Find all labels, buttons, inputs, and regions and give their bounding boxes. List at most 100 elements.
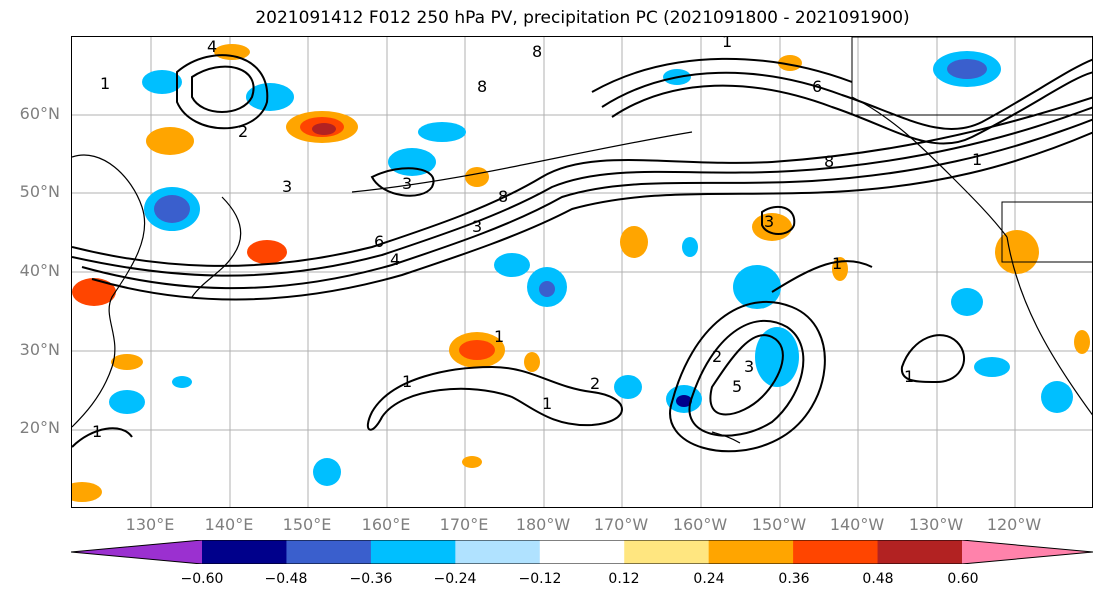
precip-blob (1041, 381, 1073, 413)
colorbar-segment (624, 540, 710, 564)
aleutian-chain (351, 131, 693, 193)
lon-label-160e: 160°E (361, 515, 411, 534)
lon-label-150e: 150°E (282, 515, 332, 534)
pv-contour (601, 58, 1092, 131)
colorbar-segment (539, 540, 625, 564)
colorbar-segment (708, 540, 794, 564)
lat-label-50n: 50°N (19, 182, 60, 201)
pv-contour-label: 1 (402, 372, 412, 391)
precip-blob (676, 395, 692, 407)
precip-blob (524, 352, 540, 372)
pv-contour-label: 4 (207, 37, 217, 56)
pv-contour (709, 334, 784, 416)
pv-contour-label: 8 (824, 152, 834, 171)
coastlines (72, 37, 1092, 444)
precip-blob (312, 123, 336, 135)
colorbar-tick: 0.12 (608, 571, 640, 587)
colorbar-segment (793, 540, 879, 564)
colorbar-tick: −0.12 (518, 571, 562, 587)
pv-contour (72, 96, 1092, 267)
lon-label-140e: 140°E (204, 515, 254, 534)
pv-contour (669, 301, 826, 453)
colorbar-extend-max (962, 540, 1093, 564)
japan-coast (191, 196, 242, 298)
lon-label-150w: 150°W (751, 515, 807, 534)
graticule (72, 37, 1092, 507)
canada-border-box (851, 37, 1092, 116)
pv-contour (176, 54, 269, 130)
pv-contour-label: 4 (390, 250, 400, 269)
asia-coast (72, 154, 146, 428)
map-canvas: 1 2 3 3 6 4 3 8 8 8 1 6 8 1 3 1 1 2 1 2 … (72, 37, 1092, 507)
pv-contour-label: 2 (238, 122, 248, 141)
colorbar-tick: −0.24 (433, 571, 477, 587)
precip-blob (154, 195, 190, 223)
lat-label-30n: 30°N (19, 340, 60, 359)
pv-contour (688, 319, 805, 437)
colorbar-tick: 0.48 (862, 571, 894, 587)
precip-blob (146, 127, 194, 155)
colorbar-segments (71, 540, 1093, 564)
precip-blob (951, 288, 983, 316)
pv-contour (72, 106, 1092, 277)
colorbar-tick: 0.60 (947, 571, 979, 587)
colorbar-segment (455, 540, 541, 564)
pv-contour-label: 6 (812, 77, 822, 96)
pv-contour-label: 5 (732, 377, 742, 396)
alaska-coast (851, 96, 1008, 238)
precip-blob (778, 55, 802, 71)
pv-contour-label: 1 (494, 327, 504, 346)
lon-label-130e: 130°E (125, 515, 175, 534)
colorbar-tick: 0.36 (778, 571, 810, 587)
precip-blob (755, 327, 799, 387)
pv-contour-label: 2 (712, 347, 722, 366)
lon-label-130w: 130°W (908, 515, 964, 534)
precip-blob (462, 456, 482, 468)
colorbar-svg (70, 539, 1094, 565)
colorbar-segment (202, 540, 287, 564)
precip-blob (459, 340, 495, 360)
colorbar-segment (370, 540, 456, 564)
lon-label-160w: 160°W (672, 515, 728, 534)
pv-contour-labels: 1 2 3 3 6 4 3 8 8 8 1 6 8 1 3 1 1 2 1 2 … (92, 37, 982, 441)
pv-contour-label: 1 (722, 37, 732, 51)
precip-blob (494, 253, 530, 277)
map-panel: 1 2 3 3 6 4 3 8 8 8 1 6 8 1 3 1 1 2 1 2 … (71, 36, 1093, 508)
pv-contour (591, 57, 853, 93)
colorbar-tick: 0.24 (693, 571, 725, 587)
pv-contour-label: 1 (542, 394, 552, 413)
hawaii-islands (711, 431, 741, 444)
pv-contour (370, 167, 435, 197)
lon-label-170e: 170°E (439, 515, 489, 534)
lon-label-140w: 140°W (829, 515, 885, 534)
precip-blob (313, 458, 341, 486)
precip-blob (614, 375, 642, 399)
pv-contour (611, 71, 1092, 145)
pv-contours (72, 54, 1092, 453)
pv-contour (81, 118, 1092, 290)
precip-blob (995, 230, 1039, 274)
pv-contour (761, 205, 796, 235)
precip-blob (72, 482, 102, 502)
pv-contour-label: 8 (532, 42, 542, 61)
pv-contour-label: 6 (374, 232, 384, 251)
colorbar-tick: −0.36 (349, 571, 393, 587)
lat-label-60n: 60°N (19, 104, 60, 123)
precip-blob (111, 354, 143, 370)
pv-contour-label: 3 (282, 177, 292, 196)
pv-contour-label: 3 (744, 357, 754, 376)
precip-blob (620, 226, 648, 258)
pv-contour-label: 8 (498, 187, 508, 206)
lat-label-20n: 20°N (19, 418, 60, 437)
pv-contour-label: 2 (590, 374, 600, 393)
precip-blob (733, 265, 781, 309)
colorbar-segment (877, 540, 963, 564)
precip-blob (72, 278, 116, 306)
pv-contour (900, 334, 966, 384)
precip-blob (539, 281, 555, 297)
lon-label-170w: 170°W (593, 515, 649, 534)
pv-contour (72, 427, 133, 448)
colorbar-tick: −0.60 (180, 571, 224, 587)
lat-label-40n: 40°N (19, 261, 60, 280)
precip-blob (947, 59, 987, 79)
